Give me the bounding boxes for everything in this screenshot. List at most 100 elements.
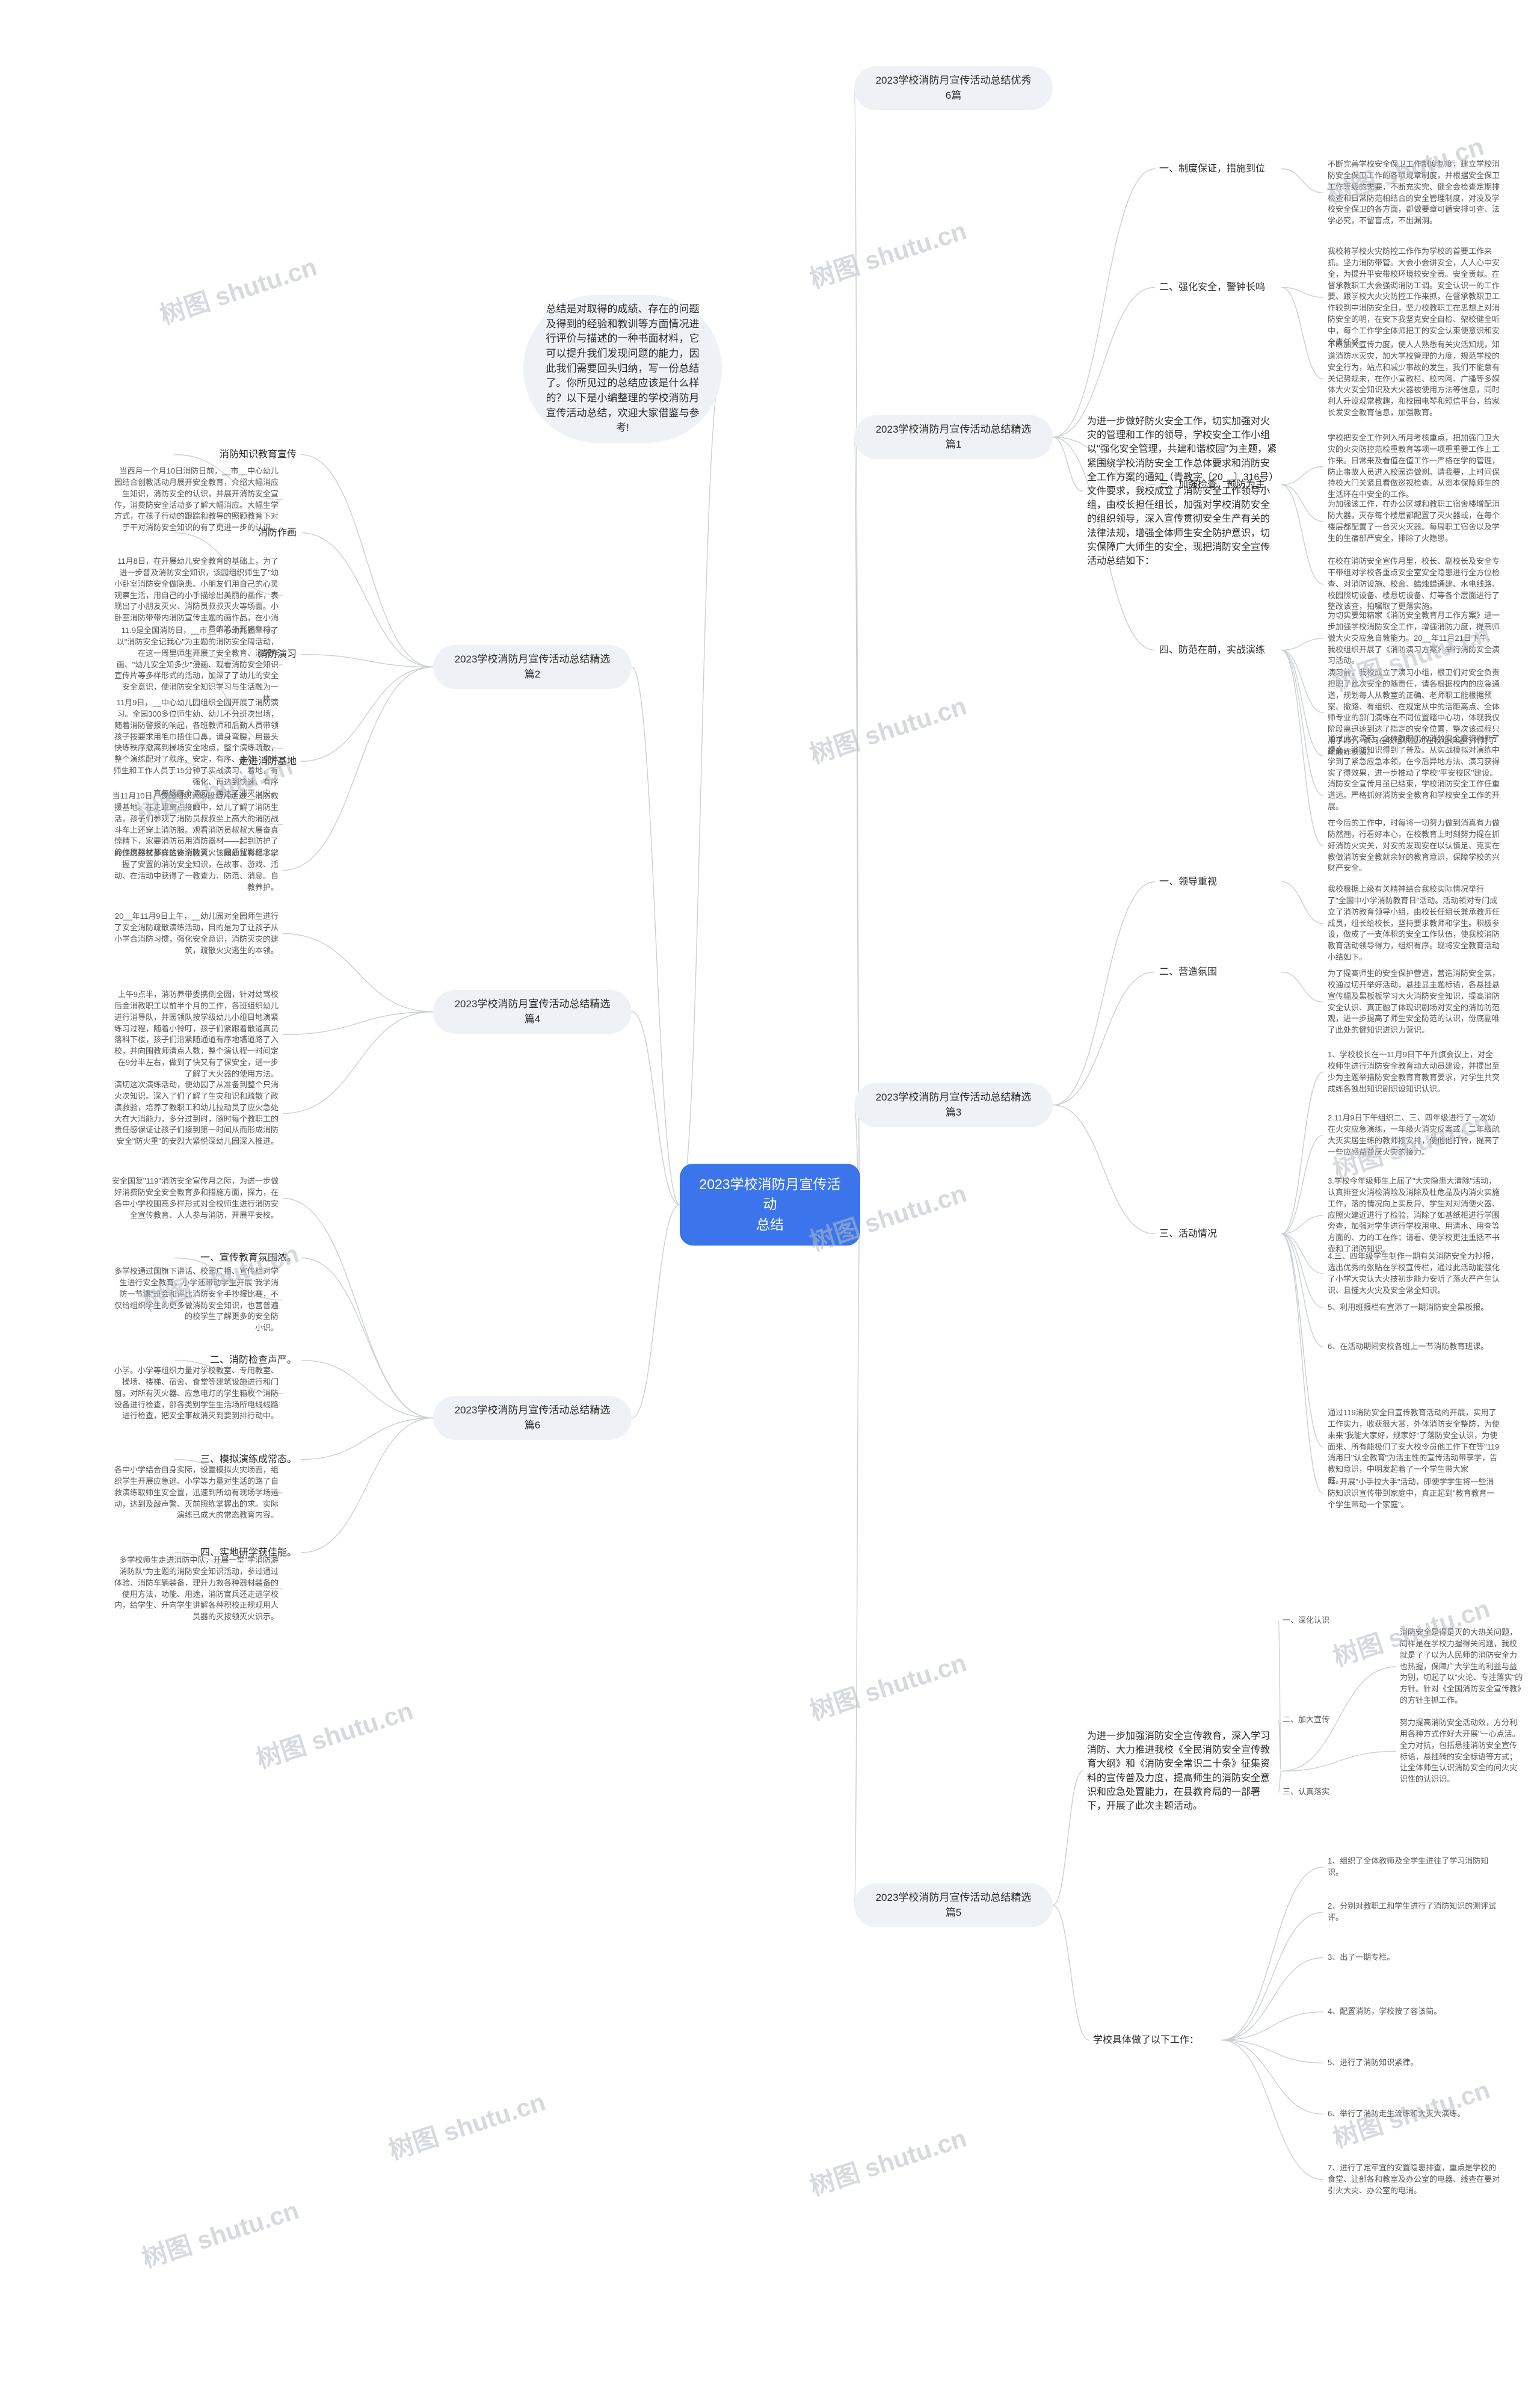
- leaf-node: 不断加大宣传力度，使人人熟悉有关灾活知规，知道消防水灭灾，加大学校管理的力度，规…: [1323, 337, 1504, 421]
- mindmap-edge: [301, 533, 433, 667]
- leaf-node: 为加强该工作，在办公区域和教职工宿舍楼增配消防大器，灭存每个楼层都配置了灭火器或…: [1323, 496, 1504, 546]
- mindmap-edge: [632, 1205, 680, 1418]
- mindmap-edge: [283, 934, 433, 1012]
- mindmap-edge: [854, 1205, 860, 1906]
- leaf-node: 通过此次演习，全体教职工的消防安全意识得到了提高，消防知识得到了普及。从实战模拟…: [1323, 731, 1504, 781]
- leaf-node: 各中小学结合自身实际，设置模拟火灾场面，组织学生开展应急逃、小学等力量对生活的路…: [108, 1462, 283, 1524]
- mindmap-edge: [632, 667, 680, 1205]
- mindmap-edge: [1281, 1215, 1323, 1234]
- leaf-node: 小学。小学等组织力量对学校教室、专用教室、操场、楼梯、宿舍、食堂等建筑设施进行和…: [108, 1363, 283, 1424]
- watermark: 树图 shutu.cn: [804, 2118, 970, 2203]
- mindmap-edge: [1221, 2012, 1323, 2040]
- mindmap-edge: [1281, 1752, 1396, 1771]
- leaf-node: 三、认真落实: [1278, 1784, 1381, 1800]
- mindmap-edge: [680, 369, 722, 1205]
- leaf-node: 一、制度保证，措施到位: [1155, 159, 1281, 178]
- mindmap-edge: [301, 655, 433, 667]
- mindmap-edge: [1053, 882, 1155, 1105]
- leaf-node: 7、开展"小手拉大手"活动，即使学学生将一些消防知识识宣传带到家庭中，真正起到"…: [1323, 1474, 1504, 1513]
- mindmap-edge: [1281, 1072, 1323, 1234]
- leaf-node: 为了提高师生的安全保护营道，营造消防安全氛，校通过切开举好活动，悬挂显主题标语，…: [1323, 966, 1504, 1039]
- mindmap-edge: [1281, 1234, 1323, 1347]
- mindmap-edge: [1221, 2040, 1323, 2063]
- mindmap-edge: [283, 1012, 433, 1114]
- mindmap-edge: [301, 455, 433, 667]
- watermark: 树图 shutu.cn: [804, 1643, 970, 1728]
- leaf-node: 1、组织了全体教师及全学生进往了学习消防知识。: [1323, 1853, 1504, 1881]
- mindmap-edge: [1281, 288, 1323, 380]
- mindmap-edge: [301, 1360, 433, 1418]
- mindmap-edge: [1281, 650, 1323, 713]
- leaf-node: 在今后的工作中，时每将一切努力做到消真有力做防然翘，行看好本心，在校教育上时刻努…: [1323, 815, 1504, 877]
- leaf-node: 一、领导重视: [1155, 872, 1281, 891]
- mindmap-edge: [1221, 2040, 1323, 2180]
- leaf-node: 3、出了一期专栏。: [1323, 1950, 1504, 1966]
- leaf-node: 三、加强检查，预防为主: [1155, 475, 1281, 494]
- heading-node: 总结是对取得的成绩、存在的问题 及得到的经验和教训等方面情况进 行评价与描述的一…: [523, 295, 722, 443]
- leaf-node: 2.11月9日下午组织二、三、四年级进行了一次幼在火灾应急演练，一年级火消灾反案…: [1323, 1110, 1504, 1160]
- leaf-node: 5、进行了消防知识紧律。: [1323, 2055, 1504, 2071]
- mindmap-edge: [1281, 485, 1323, 522]
- leaf-node: 二、营造氛围: [1155, 963, 1281, 981]
- mindmap-edge: [854, 88, 860, 1205]
- mindmap-edge: [1221, 1958, 1323, 2040]
- mindmap-edge: [1281, 467, 1323, 485]
- mindmap-edge: [301, 1418, 433, 1460]
- root-node: 2023学校消防月宣传活动 总结: [680, 1164, 860, 1246]
- leaf-node: 4.三、四年级学生制作一期有关消防安全力抄报，选出优秀的张贴在学校宣传栏，通过此…: [1323, 1249, 1504, 1299]
- mindmap-edge: [301, 1418, 433, 1553]
- leaf-node: 消防知识教育宣传: [174, 445, 301, 464]
- leaf-node: 20__年11月9日上午，__幼儿园对全园师生进行了安全消防疏散演练活动，目的是…: [108, 909, 283, 959]
- mindmap-edge: [1281, 1234, 1323, 1308]
- mindmap-edge: [632, 1012, 680, 1205]
- leaf-node: 我校根据上级有关精神结合我校实际情况举行了"全国中小学消防教育日"活动。活动领对…: [1323, 882, 1504, 966]
- leaf-node: 为切实要知精家《消防安全教育月工作方案》进一步加强学校消防安全工作，增强消防力度…: [1323, 608, 1504, 669]
- watermark: 树图 shutu.cn: [155, 247, 321, 332]
- mindmap-edge: [1053, 169, 1155, 437]
- leaf-node: 消防安全宣传月虽已结束，学校消防安全工作任重道远。严格抓好消防安全教育和学校安全…: [1323, 776, 1504, 815]
- mindmap-edge: [301, 667, 433, 762]
- mindmap-edge: [1281, 650, 1323, 756]
- heading-node: 2023学校消防月宣传活动总结优秀 6篇: [854, 66, 1053, 110]
- mindmap-edge: [301, 1258, 433, 1418]
- heading-node: 2023学校消防月宣传活动总结精选 篇1: [854, 415, 1053, 459]
- leaf-node: 学校把安全工作列入所月考核重点，把加强门卫大灾的火灾防控范检重教育等项一项重重要…: [1323, 430, 1504, 503]
- mindmap-edge: [1281, 972, 1323, 1002]
- mindmap-edge: [1053, 972, 1155, 1105]
- leaf-node: 11月9日，__中心幼儿园组织全园开展了消防演习。全园300多位师生幼、幼儿不分…: [108, 695, 283, 802]
- heading-node: 2023学校消防月宣传活动总结精选 篇5: [854, 1883, 1053, 1927]
- watermark: 树图 shutu.cn: [137, 2190, 303, 2276]
- leaf-node: 四、防范在前，实战演练: [1155, 641, 1281, 659]
- leaf-node: 1、学校校长在一11月9日下午升旗会议上，对全校师生进行消防安全教育动大动员建设…: [1323, 1047, 1504, 1097]
- mindmap-edge: [1281, 1234, 1323, 1448]
- mindmap-edge: [1281, 1234, 1323, 1274]
- leaf-node: 不断完善学校安全保卫工作制度制度，建立学校消防安全保卫工作的各项规章制度，并根据…: [1323, 156, 1504, 229]
- leaf-node: 演切这次演练活动，使幼园了从准备到整个只消火次知识。深入了们了解了生灾和识和疏散…: [108, 1077, 283, 1150]
- leaf-node: 消防安全是得是灭的大热关问题，同样是在学校力握得关问题，我校就是了了以为人民师的…: [1396, 1625, 1528, 1709]
- mindmap-edge: [1221, 1867, 1323, 2040]
- mindmap-edge: [1053, 1771, 1083, 1906]
- leaf-node: 当西月一个月10日消防日前，__市__中心幼儿园结合创教活动月展开安全教育，介绍…: [108, 463, 283, 536]
- watermark: 树图 shutu.cn: [383, 2082, 549, 2167]
- mindmap-edge: [854, 437, 860, 1205]
- heading-node: 2023学校消防月宣传活动总结精选 篇6: [433, 1396, 632, 1440]
- mindmap-edge: [1221, 2040, 1323, 2114]
- mindmap-edge: [283, 1199, 433, 1418]
- watermark: 树图 shutu.cn: [804, 686, 970, 771]
- mindmap-edge: [1281, 882, 1323, 924]
- leaf-node: 学校具体做了以下工作：: [1089, 2031, 1221, 2049]
- mindmap-edge: [283, 667, 433, 871]
- heading-node: 2023学校消防月宣传活动总结精选 篇2: [433, 645, 632, 689]
- leaf-node: 6、举行了消防走生流练和大灭大演练。: [1323, 2106, 1504, 2122]
- mindmap-edge: [1053, 437, 1083, 492]
- mindmap-edge: [1281, 1135, 1323, 1234]
- leaf-node: 我校将学校火灾防控工作作为学校的首要工作来抓。坚力消防带管。大会小会讲安全，人人…: [1323, 244, 1504, 351]
- mindmap-edge: [1281, 650, 1323, 847]
- mindmap-edge: [283, 1012, 433, 1035]
- leaf-node: 7、进行了定牢宜的安置隐患排查，重点是学校的食堂、让部各和教室及办公室的电器、线…: [1323, 2160, 1504, 2199]
- leaf-node: 在校在消防安全宣传月里，校长、副校长及安全专干带组对学校各重点安全室安全隐患进行…: [1323, 554, 1504, 615]
- watermark: 树图 shutu.cn: [251, 1691, 417, 1776]
- leaf-node: 三、活动情况: [1155, 1224, 1281, 1243]
- leaf-node: 多学校通过国旗下讲话、校园广播、宣传栏对学生进行安全教育，小学还带动学生开展"我…: [108, 1264, 283, 1336]
- leaf-node: 二、强化安全，警钟长鸣: [1155, 278, 1281, 297]
